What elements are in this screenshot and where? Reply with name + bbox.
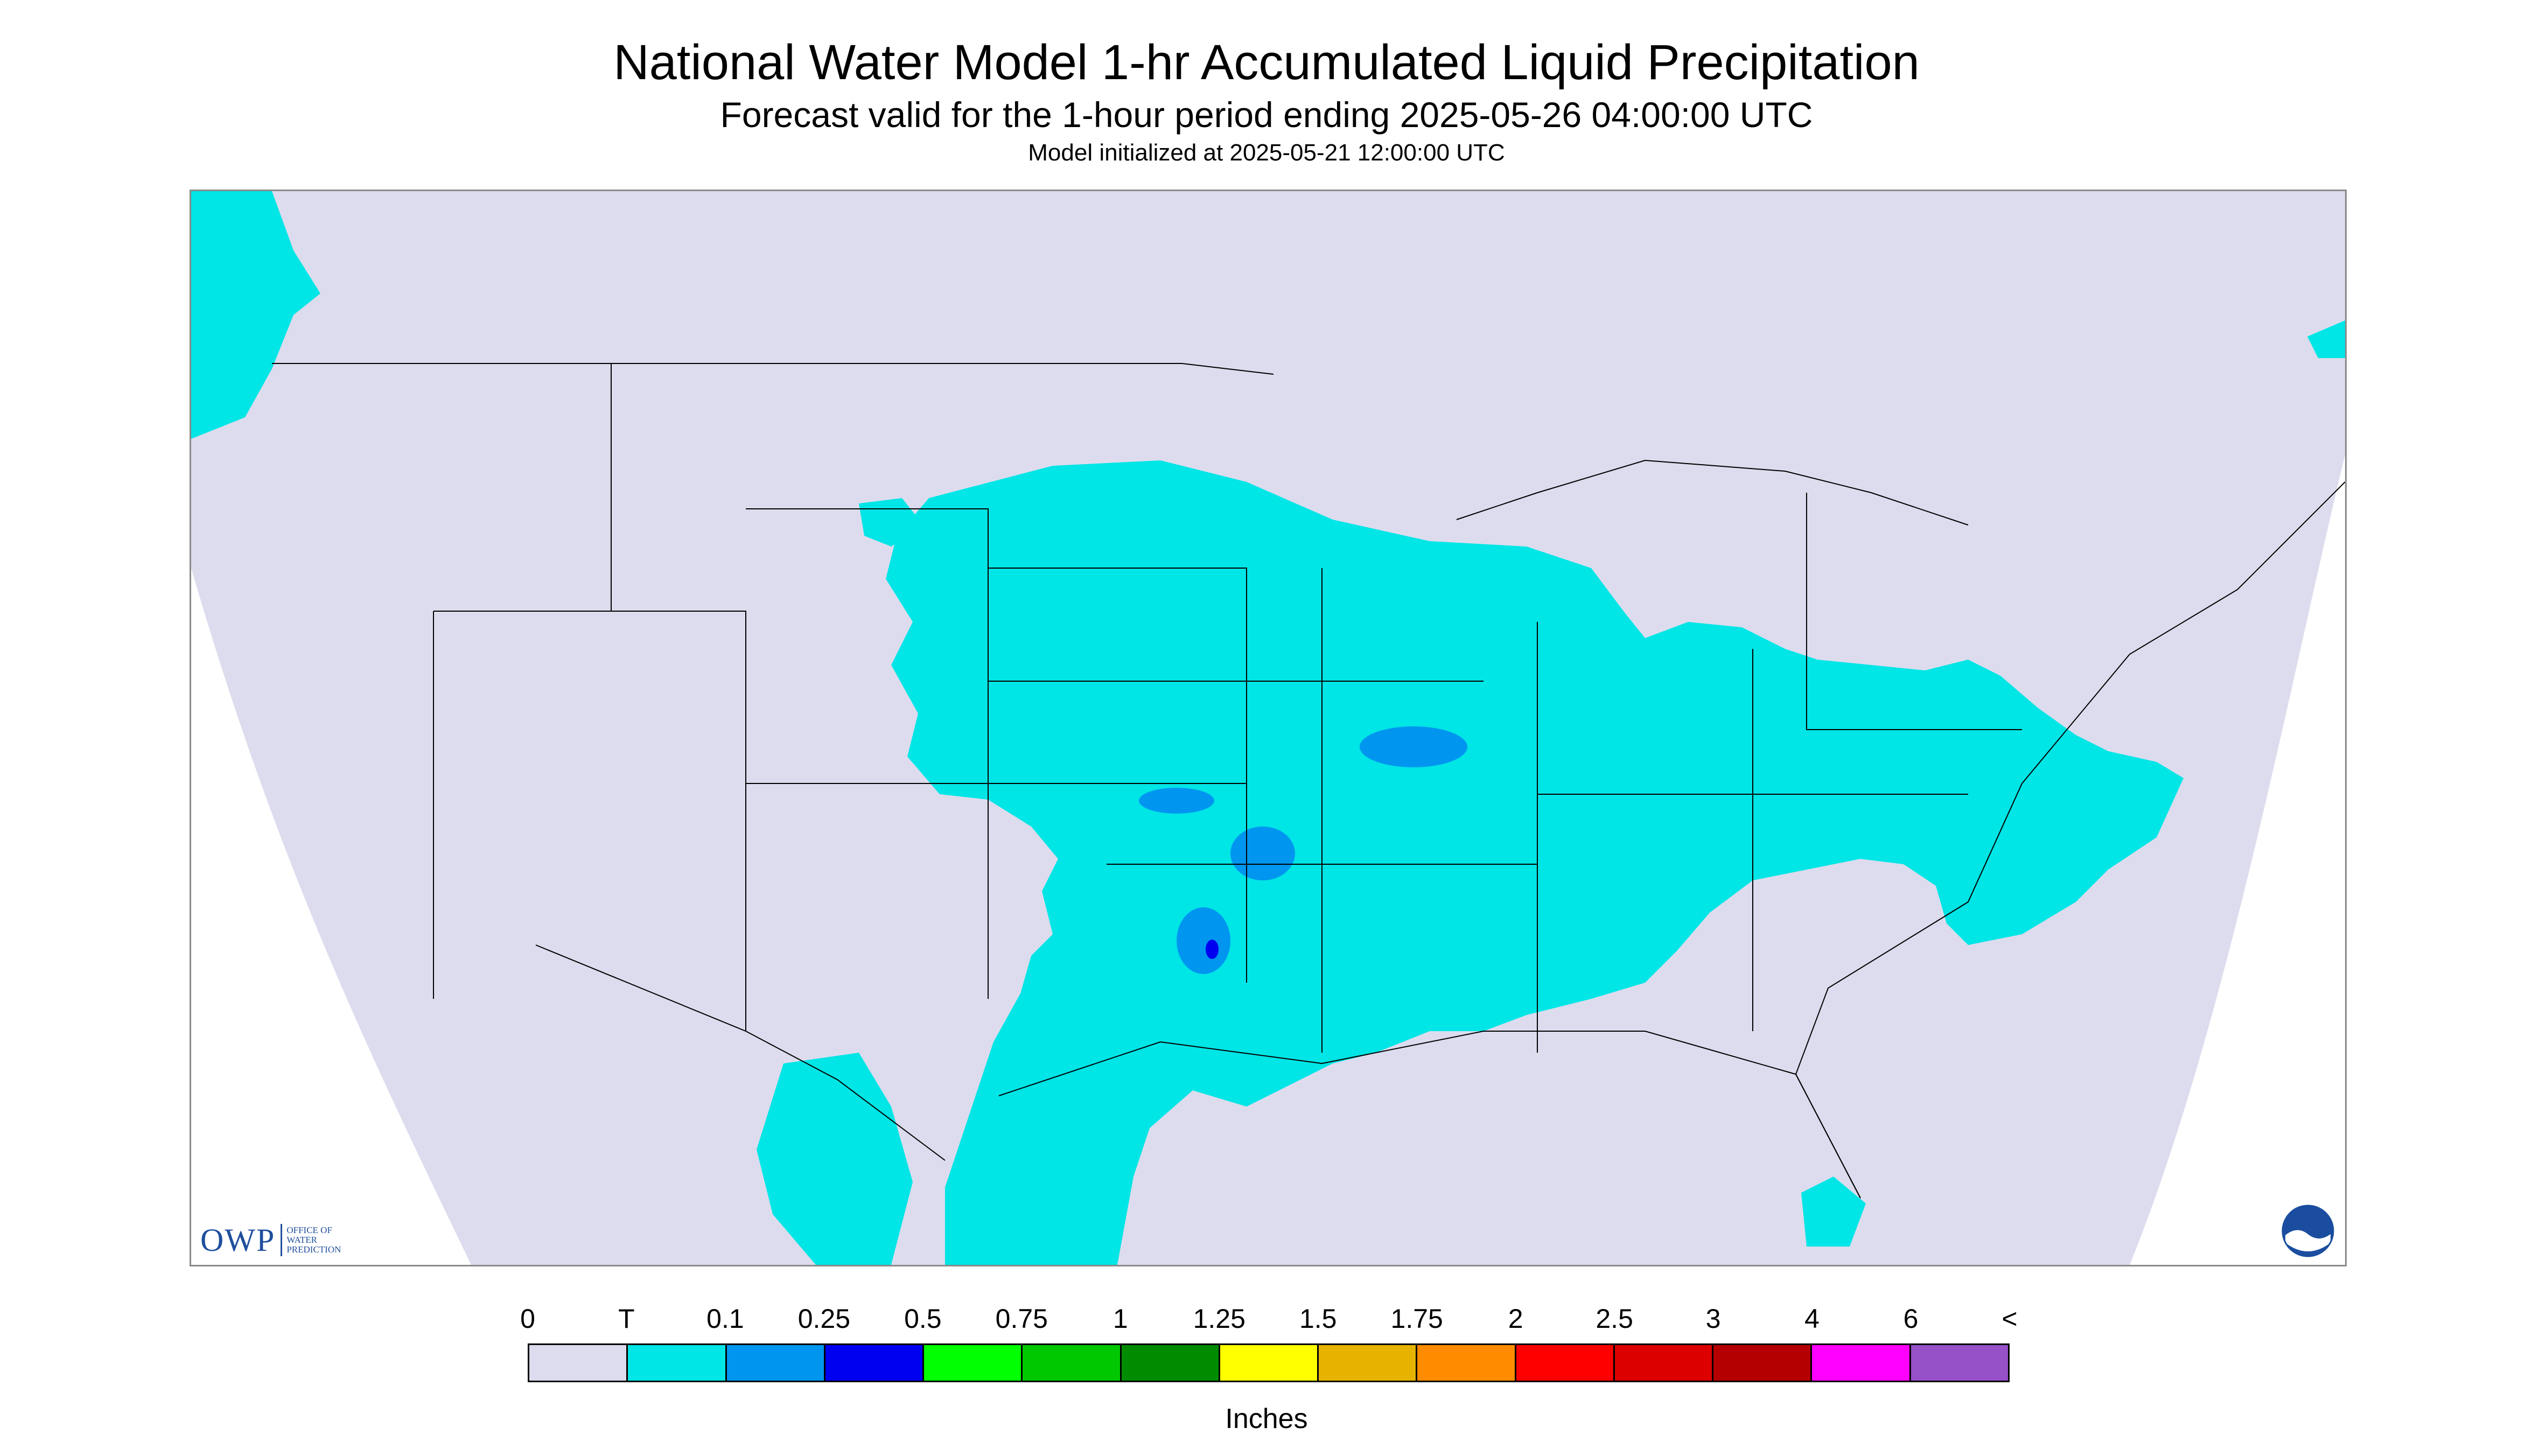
precip-central-eastern-band bbox=[886, 460, 2184, 1265]
owp-sub-line-2: WATER bbox=[286, 1235, 318, 1245]
legend-tick-label: 2 bbox=[1508, 1304, 1523, 1334]
legend-tick-label: T bbox=[618, 1304, 635, 1334]
precipitation-map[interactable] bbox=[190, 190, 2347, 1266]
owp-logo: OWP OFFICE OF WATER PREDICTION bbox=[200, 1221, 341, 1259]
us-canada-border bbox=[272, 363, 1274, 375]
legend-swatch bbox=[628, 1345, 727, 1381]
legend-tick-label: 0.1 bbox=[706, 1304, 744, 1334]
precip-mexico-gulf-patch bbox=[757, 1053, 913, 1265]
state-line bbox=[746, 508, 989, 999]
legend-swatch bbox=[1220, 1345, 1319, 1381]
legend-swatch bbox=[1812, 1345, 1911, 1381]
legend-swatch bbox=[1614, 1345, 1714, 1381]
map-canvas bbox=[191, 191, 2345, 1265]
precip-wyoming-patch bbox=[859, 498, 923, 547]
legend-tick-label: 0.25 bbox=[797, 1304, 851, 1334]
precip-0-1-areas bbox=[1139, 726, 1467, 974]
atlantic-coastline bbox=[1795, 481, 2345, 1199]
legend-swatch bbox=[825, 1345, 925, 1381]
legend-tick-label: 1 bbox=[1112, 1304, 1128, 1334]
legend-tick-label: < bbox=[2002, 1304, 2018, 1334]
map-title: National Water Model 1-hr Accumulated Li… bbox=[613, 35, 1920, 90]
precip-0-25-areas bbox=[1206, 940, 1219, 959]
legend-tick-label: 1.5 bbox=[1299, 1304, 1337, 1334]
legend-tick-label: 1.25 bbox=[1193, 1304, 1245, 1334]
legend-tick-label: 6 bbox=[1903, 1304, 1919, 1334]
owp-logo-text: OWP bbox=[200, 1224, 283, 1256]
precip-oklahoma-core bbox=[1230, 827, 1295, 880]
boundaries bbox=[272, 363, 2345, 1199]
legend-swatch bbox=[1911, 1345, 2008, 1381]
precip-kansas-core bbox=[1139, 788, 1214, 814]
legend-units: Inches bbox=[1225, 1403, 1308, 1434]
state-line bbox=[988, 568, 1247, 983]
legend-tick-label: 0 bbox=[520, 1304, 535, 1334]
legend-tick-label: 0.5 bbox=[904, 1304, 942, 1334]
noaa-logo-icon bbox=[2282, 1205, 2334, 1257]
legend-swatch bbox=[1023, 1345, 1122, 1381]
map-subtitle: Forecast valid for the 1-hour period end… bbox=[720, 95, 1813, 135]
legend-swatch bbox=[1121, 1345, 1220, 1381]
legend-swatch bbox=[1319, 1345, 1418, 1381]
color-legend bbox=[528, 1343, 2010, 1382]
legend-swatch bbox=[529, 1345, 628, 1381]
precip-pacific-northwest bbox=[191, 191, 320, 439]
model-init-text: Model initialized at 2025-05-21 12:00:00… bbox=[1028, 139, 1505, 166]
legend-tick-label: 2.5 bbox=[1596, 1304, 1633, 1334]
precip-texas-max bbox=[1206, 940, 1219, 959]
precip-caribbean-patch bbox=[1801, 1177, 1866, 1247]
legend-swatch bbox=[924, 1345, 1023, 1381]
legend-swatch bbox=[726, 1345, 825, 1381]
state-line bbox=[611, 611, 746, 1031]
owp-logo-subtext: OFFICE OF WATER PREDICTION bbox=[282, 1226, 341, 1255]
legend-tick-label: 0.75 bbox=[995, 1304, 1048, 1334]
legend-tick-label: 4 bbox=[1804, 1304, 1820, 1334]
legend-swatch bbox=[1516, 1345, 1615, 1381]
legend-tick-label: 1.75 bbox=[1390, 1304, 1443, 1334]
precip-trace-areas bbox=[191, 191, 2345, 1265]
precip-maritime-patch bbox=[2307, 320, 2345, 358]
legend-tick-label: 3 bbox=[1705, 1304, 1721, 1334]
legend-swatch bbox=[1713, 1345, 1813, 1381]
owp-sub-line-3: PREDICTION bbox=[286, 1244, 341, 1255]
precip-iowa-core bbox=[1360, 726, 1467, 767]
owp-sub-line-1: OFFICE OF bbox=[286, 1225, 332, 1236]
state-line bbox=[1806, 493, 2022, 730]
us-mexico-border bbox=[535, 944, 946, 1161]
great-lakes-outline bbox=[1456, 459, 1969, 526]
legend-swatch bbox=[1417, 1345, 1516, 1381]
precip-texas-core bbox=[1177, 907, 1230, 974]
